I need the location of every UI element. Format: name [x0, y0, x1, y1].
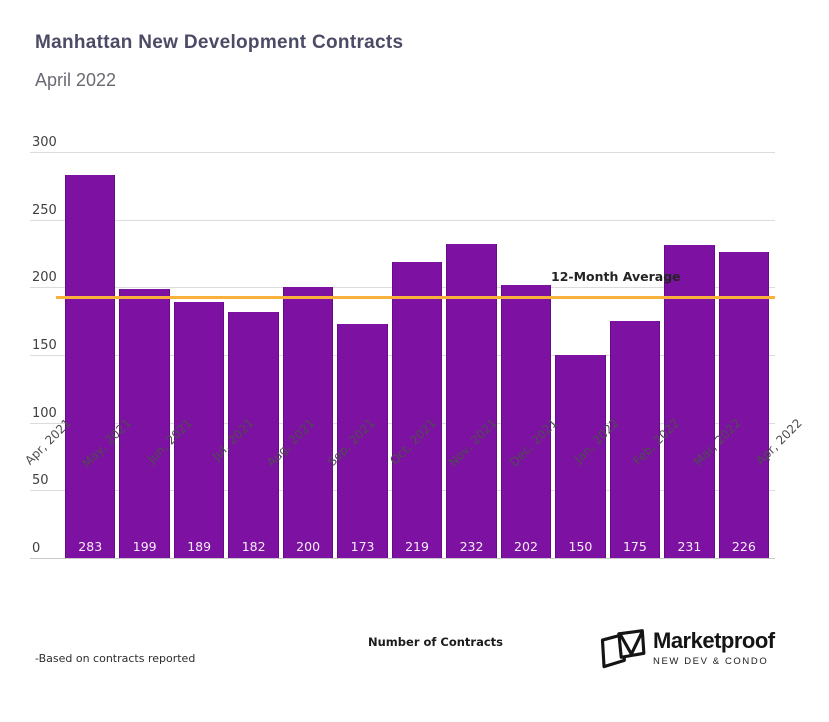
x-axis-labels: Apr, 2021 May, 2021 Jun, 2021 Jul, 2021 Aug,…: [22, 406, 823, 470]
bar-value-label: 182: [241, 539, 266, 554]
bar-oct-2021: 219: [391, 261, 443, 558]
bar-apr-2021: 283: [65, 175, 116, 558]
bar-value-label: 150: [568, 539, 593, 554]
x-tick: Apr, 2022: [753, 406, 823, 468]
bar-value-label: 232: [459, 539, 484, 554]
bar-may-2021: 199: [119, 288, 170, 558]
bar-mar-2022: 231: [664, 245, 715, 558]
brand-logo: Marketproof NEW DEV & CONDO: [597, 627, 775, 675]
y-tick-label: 250: [32, 202, 57, 218]
bar-sep-2021: 173: [337, 323, 388, 558]
bar-value-label: 189: [187, 539, 212, 554]
y-tick-label: 300: [32, 135, 57, 150]
bar-value-label: 173: [350, 539, 375, 554]
page-title: Manhattan New Development Contracts: [35, 32, 404, 53]
x-tick: May, 2021: [80, 406, 153, 470]
average-line-label: 12-Month Average: [551, 269, 681, 284]
bar-value-label: 231: [677, 539, 702, 554]
y-tick-label: 100: [32, 405, 57, 421]
average-line: [56, 295, 775, 299]
x-tick: Dec, 2021: [507, 406, 579, 469]
page-subtitle: April 2022: [35, 70, 117, 90]
bar-series: 283 199 189 182 200 173 219 232 202 150 175 231 226: [65, 152, 770, 558]
gridline-0: [30, 558, 775, 559]
x-axis-title: Number of Contracts: [368, 635, 504, 649]
footnote: -Based on contracts reported: [35, 652, 196, 665]
x-tick: Jun, 2021: [145, 406, 214, 468]
y-tick-label: 50: [32, 473, 49, 489]
marketproof-open-book-icon: [600, 629, 646, 669]
bar-value-label: 226: [731, 539, 756, 554]
brand-words: Marketproof NEW DEV & CONDO: [653, 627, 775, 668]
y-tick-label: 200: [32, 270, 57, 286]
x-tick-label: Jul, 2021: [209, 416, 257, 464]
gridline-300: [30, 152, 775, 153]
bar-jan-2022: 150: [555, 355, 606, 558]
bar-value-label: 219: [405, 539, 429, 554]
plot-area: 283 199 189 182 200 173 219 232 202 150 175 231 226 …: [30, 135, 775, 559]
bar-dec-2021: 202: [500, 284, 552, 558]
gridline-250: [30, 219, 775, 221]
bar-value-label: 283: [78, 539, 103, 554]
bar-value-label: 200: [296, 539, 321, 554]
bar-aug-2021: 200: [282, 287, 334, 558]
brand-name: Marketproof: [653, 628, 775, 653]
bar-jul-2021: 182: [228, 311, 279, 558]
bar-feb-2022: 175: [609, 321, 661, 558]
brand-tagline: NEW DEV & CONDO: [653, 656, 769, 667]
bar-value-label: 202: [514, 539, 538, 554]
bar-value-label: 199: [132, 539, 157, 554]
bar-jun-2021: 189: [173, 302, 225, 558]
bar-apr-2022: 226: [718, 252, 770, 558]
bar-nov-2021: 232: [446, 244, 497, 558]
y-tick-label: 0: [32, 541, 41, 556]
bar-value-label: 175: [622, 539, 647, 554]
y-tick-label: 150: [32, 338, 57, 353]
